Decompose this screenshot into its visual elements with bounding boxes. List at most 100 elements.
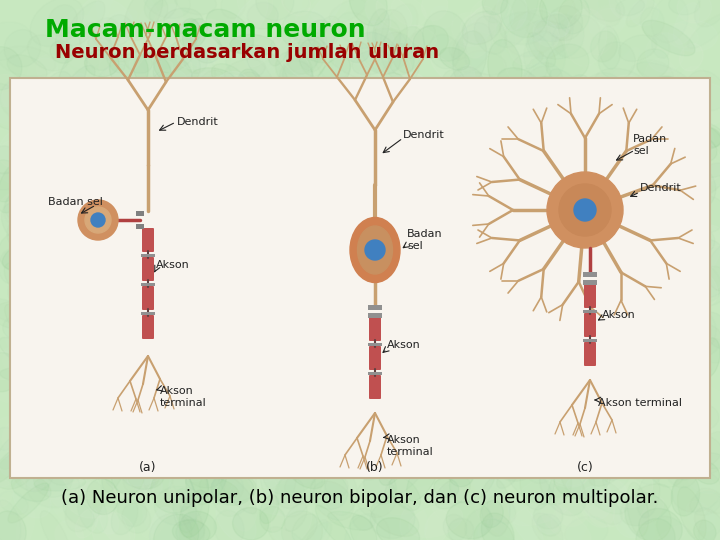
Ellipse shape bbox=[44, 440, 81, 474]
Ellipse shape bbox=[133, 132, 178, 171]
Ellipse shape bbox=[440, 48, 469, 70]
Ellipse shape bbox=[180, 245, 212, 268]
Ellipse shape bbox=[238, 234, 253, 281]
Ellipse shape bbox=[284, 30, 327, 75]
Ellipse shape bbox=[362, 132, 399, 181]
Ellipse shape bbox=[345, 514, 390, 540]
Ellipse shape bbox=[124, 0, 163, 41]
Ellipse shape bbox=[267, 78, 306, 110]
Circle shape bbox=[547, 172, 623, 248]
Ellipse shape bbox=[361, 293, 410, 341]
Ellipse shape bbox=[644, 58, 677, 98]
Ellipse shape bbox=[55, 146, 99, 191]
Ellipse shape bbox=[315, 425, 337, 465]
Ellipse shape bbox=[276, 443, 305, 465]
Ellipse shape bbox=[671, 474, 700, 516]
Ellipse shape bbox=[397, 411, 434, 455]
Ellipse shape bbox=[130, 133, 164, 176]
Ellipse shape bbox=[329, 383, 371, 411]
Ellipse shape bbox=[192, 270, 225, 301]
Ellipse shape bbox=[183, 18, 207, 49]
Ellipse shape bbox=[237, 0, 273, 21]
Ellipse shape bbox=[287, 375, 323, 403]
Ellipse shape bbox=[164, 437, 220, 457]
Ellipse shape bbox=[398, 349, 422, 397]
Ellipse shape bbox=[150, 154, 182, 188]
Ellipse shape bbox=[242, 359, 292, 382]
Ellipse shape bbox=[549, 200, 580, 232]
FancyBboxPatch shape bbox=[369, 375, 381, 399]
Ellipse shape bbox=[104, 341, 140, 381]
Ellipse shape bbox=[464, 147, 499, 180]
Ellipse shape bbox=[58, 78, 78, 96]
Ellipse shape bbox=[564, 0, 598, 48]
Ellipse shape bbox=[218, 473, 256, 514]
Ellipse shape bbox=[2, 237, 53, 270]
Ellipse shape bbox=[179, 39, 211, 76]
Ellipse shape bbox=[79, 262, 121, 280]
Ellipse shape bbox=[644, 342, 693, 383]
Ellipse shape bbox=[298, 380, 336, 417]
Ellipse shape bbox=[55, 521, 84, 540]
Ellipse shape bbox=[432, 116, 449, 173]
Ellipse shape bbox=[209, 88, 239, 110]
Ellipse shape bbox=[350, 515, 377, 540]
Ellipse shape bbox=[110, 306, 150, 341]
Ellipse shape bbox=[592, 333, 627, 375]
Ellipse shape bbox=[662, 23, 698, 48]
Ellipse shape bbox=[22, 274, 55, 299]
Ellipse shape bbox=[248, 490, 305, 516]
Ellipse shape bbox=[348, 437, 378, 465]
Ellipse shape bbox=[213, 116, 248, 155]
Ellipse shape bbox=[139, 226, 165, 256]
Text: Dendrit: Dendrit bbox=[403, 130, 445, 140]
Ellipse shape bbox=[546, 343, 581, 377]
Ellipse shape bbox=[77, 214, 120, 256]
Ellipse shape bbox=[564, 153, 606, 206]
Ellipse shape bbox=[199, 205, 229, 236]
Ellipse shape bbox=[471, 226, 505, 259]
Ellipse shape bbox=[150, 507, 179, 540]
Ellipse shape bbox=[117, 496, 147, 526]
Ellipse shape bbox=[282, 231, 312, 261]
Ellipse shape bbox=[345, 42, 369, 63]
Ellipse shape bbox=[282, 0, 310, 16]
Ellipse shape bbox=[381, 90, 421, 127]
Ellipse shape bbox=[281, 26, 333, 63]
Ellipse shape bbox=[462, 177, 495, 206]
Ellipse shape bbox=[628, 170, 654, 195]
Ellipse shape bbox=[299, 370, 336, 412]
Ellipse shape bbox=[523, 77, 557, 108]
Ellipse shape bbox=[390, 442, 426, 466]
Ellipse shape bbox=[307, 206, 333, 231]
Ellipse shape bbox=[163, 306, 195, 348]
Ellipse shape bbox=[493, 385, 524, 418]
Ellipse shape bbox=[310, 173, 341, 202]
Ellipse shape bbox=[177, 72, 227, 113]
Ellipse shape bbox=[619, 173, 661, 210]
Ellipse shape bbox=[670, 308, 716, 353]
Ellipse shape bbox=[45, 457, 66, 508]
Ellipse shape bbox=[461, 64, 476, 101]
Ellipse shape bbox=[597, 449, 621, 470]
Ellipse shape bbox=[526, 15, 573, 59]
Ellipse shape bbox=[253, 362, 294, 403]
Ellipse shape bbox=[387, 421, 413, 449]
Ellipse shape bbox=[105, 460, 155, 492]
FancyBboxPatch shape bbox=[368, 305, 382, 310]
Ellipse shape bbox=[125, 51, 153, 73]
Ellipse shape bbox=[230, 46, 276, 76]
Ellipse shape bbox=[148, 180, 197, 205]
Ellipse shape bbox=[0, 92, 18, 123]
Ellipse shape bbox=[359, 185, 389, 222]
Ellipse shape bbox=[245, 372, 273, 400]
Ellipse shape bbox=[192, 380, 228, 430]
Ellipse shape bbox=[271, 29, 310, 79]
Ellipse shape bbox=[521, 280, 570, 319]
Ellipse shape bbox=[230, 247, 274, 280]
Ellipse shape bbox=[626, 301, 651, 323]
Ellipse shape bbox=[240, 372, 257, 429]
Ellipse shape bbox=[4, 30, 40, 67]
Ellipse shape bbox=[1, 203, 35, 244]
Ellipse shape bbox=[153, 240, 176, 267]
